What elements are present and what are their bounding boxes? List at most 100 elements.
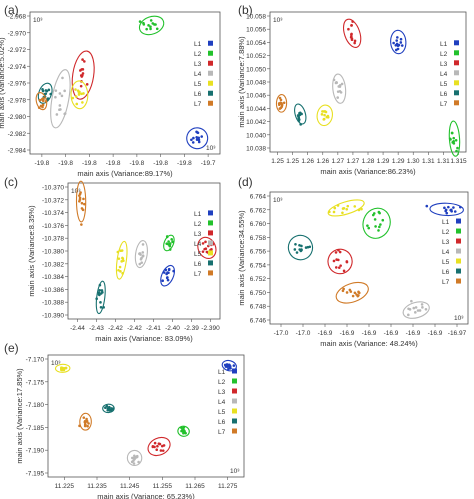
legend-swatch — [208, 270, 213, 276]
confidence-ellipse — [35, 92, 48, 111]
legend-swatch — [208, 40, 213, 46]
cluster-L6 — [294, 103, 307, 126]
plot-frame — [47, 354, 245, 478]
data-point — [133, 454, 136, 458]
panel-label: (a) — [4, 3, 19, 17]
x-tick-label: -19.8 — [129, 160, 144, 167]
legend-label: L5 — [194, 251, 202, 258]
y-tick-label: 6.764 — [250, 194, 267, 201]
data-point — [83, 422, 87, 426]
x-tick-label: 11.255 — [153, 483, 173, 490]
confidence-ellipse — [186, 127, 209, 150]
data-point — [345, 208, 349, 211]
data-point — [75, 102, 79, 106]
data-point — [297, 119, 301, 123]
confidence-ellipse — [402, 301, 430, 319]
data-point — [322, 117, 326, 121]
confidence-ellipse — [95, 280, 106, 315]
legend-label: L7 — [194, 101, 202, 108]
confidence-ellipse — [327, 248, 353, 275]
legend: L1 L2 L3 L4 L5 L6 L7 — [218, 368, 237, 436]
data-point — [293, 248, 297, 251]
y-tick-label: 6.754 — [250, 262, 267, 269]
confidence-ellipse — [316, 104, 333, 127]
y-tick-label: 10.038 — [246, 146, 266, 153]
data-point — [459, 205, 462, 209]
data-point — [371, 213, 375, 217]
data-point — [298, 111, 302, 115]
confidence-ellipse — [79, 412, 92, 431]
panel-label: (d) — [238, 175, 253, 189]
x-tick-label: -2.41 — [146, 325, 161, 332]
legend-label: L6 — [442, 269, 450, 276]
legend-swatch — [456, 248, 461, 254]
x-tick-label: 11.275 — [218, 483, 238, 490]
data-point — [99, 305, 103, 309]
x-tick-label: -2.43 — [89, 325, 104, 332]
x-tick-label: -2.39 — [184, 325, 199, 332]
legend-swatch — [232, 368, 237, 374]
x-tick-label: 11.265 — [185, 483, 205, 490]
data-point — [149, 19, 153, 22]
x-tick-label: -2.42 — [108, 325, 123, 332]
data-point — [44, 100, 48, 103]
x-axis-label: main axis (Variance:89.17%) — [77, 169, 173, 178]
data-point — [204, 240, 207, 244]
data-point — [337, 266, 341, 269]
legend-label: L1 — [442, 219, 450, 226]
legend: L1 L2 L3 L4 L5 L6 L7 — [442, 218, 461, 286]
data-point — [58, 104, 62, 107]
confidence-ellipse — [429, 202, 464, 217]
x-tick-label: 1.30 — [407, 158, 420, 165]
confidence-ellipse — [71, 50, 95, 100]
data-point — [328, 210, 331, 214]
data-point — [97, 291, 101, 294]
legend-swatch — [454, 70, 459, 76]
confidence-ellipse — [294, 103, 307, 125]
legend-label: L5 — [194, 81, 202, 88]
y-tick-label: -2.980 — [8, 114, 27, 121]
data-point — [108, 405, 111, 409]
data-point — [38, 98, 42, 102]
confidence-ellipse — [54, 363, 71, 373]
data-point — [345, 291, 349, 294]
data-point — [44, 92, 48, 95]
data-point — [332, 210, 336, 214]
scale-multiplier: 10³ — [273, 197, 283, 204]
cluster-L3 — [197, 236, 217, 259]
data-point — [334, 266, 338, 269]
confidence-ellipse — [160, 264, 175, 287]
data-point — [340, 82, 344, 86]
data-point — [412, 306, 416, 310]
data-point — [121, 272, 124, 275]
confidence-ellipse — [197, 236, 217, 259]
x-axis-label: main axis (Variance:86.23%) — [320, 167, 416, 176]
cluster-L4 — [332, 73, 347, 104]
data-point — [350, 33, 353, 37]
data-point — [160, 444, 164, 448]
legend-label: L4 — [218, 399, 226, 406]
data-point — [229, 366, 232, 370]
cluster-L5 — [54, 363, 71, 373]
y-tick-label: -2.968 — [8, 14, 27, 21]
data-point — [41, 89, 45, 93]
data-point — [282, 101, 286, 105]
data-point — [63, 112, 67, 115]
data-point — [79, 74, 83, 77]
data-point — [444, 208, 448, 212]
cluster-L1 — [160, 264, 175, 287]
legend-swatch — [454, 100, 459, 106]
data-point — [119, 249, 123, 252]
data-point — [80, 92, 83, 96]
panel-label: (c) — [4, 175, 18, 189]
y-tick-label: 6.756 — [250, 249, 267, 256]
data-point — [351, 20, 354, 23]
data-point — [85, 417, 88, 421]
data-point — [338, 85, 342, 88]
legend-label: L2 — [218, 379, 226, 386]
data-point — [85, 83, 89, 86]
data-point — [164, 268, 168, 272]
data-point — [378, 225, 381, 229]
data-point — [81, 101, 84, 104]
cluster-L4 — [134, 240, 148, 269]
